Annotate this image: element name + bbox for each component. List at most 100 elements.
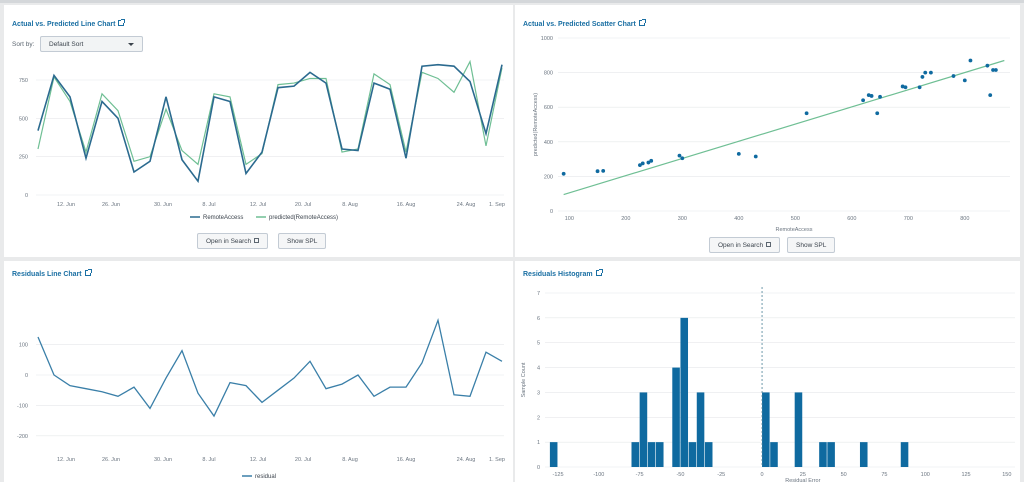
y-tick-label: 500 (19, 116, 28, 122)
sort-label: Sort by: (12, 41, 35, 48)
scatter-point (903, 85, 908, 90)
x-tick-label: -125 (553, 472, 564, 478)
external-link-icon[interactable] (638, 19, 646, 26)
x-tick-label: 800 (960, 216, 969, 222)
x-tick-label: 12. Jun (57, 457, 75, 463)
x-tick-label: 8. Jul (202, 457, 215, 463)
panel-actual-vs-predicted-scatter: Actual vs. Predicted Scatter Chart 0 200 4… (515, 5, 1020, 257)
scatter-point (677, 153, 682, 158)
y-tick-label: 400 (544, 140, 553, 146)
x-tick-label: 26. Jun (102, 202, 120, 208)
histogram-bar (647, 442, 656, 467)
x-tick-label: 8. Jul (202, 202, 215, 208)
x-tick-label: 300 (678, 216, 687, 222)
histogram-bar (819, 442, 827, 467)
histogram-bar (631, 442, 640, 467)
y-tick-label: 100 (19, 343, 28, 349)
scatter-point (861, 98, 865, 103)
x-tick-label: 8. Aug (342, 457, 358, 463)
scatter-point (869, 94, 874, 98)
external-link-icon[interactable] (84, 269, 92, 276)
histogram-bar (770, 442, 778, 467)
show-spl-button[interactable]: Show SPL (278, 233, 327, 249)
panel-title[interactable]: Actual vs. Predicted Line Chart (12, 19, 126, 28)
x-tick-label: 25 (800, 472, 806, 478)
x-tick-label: 1. Sep (489, 457, 505, 463)
histogram-bar (859, 442, 868, 467)
x-tick-label: 400 (734, 216, 743, 222)
panel-title[interactable]: Residuals Histogram (523, 269, 603, 278)
panel-title[interactable]: Actual vs. Predicted Scatter Chart (523, 19, 646, 28)
scatter-point (736, 152, 741, 156)
x-tick-label: 500 (791, 216, 800, 222)
scatter-point (993, 68, 998, 72)
histogram-bar (900, 442, 909, 467)
histogram-bar (672, 367, 680, 467)
y-tick-label: 2 (537, 415, 540, 421)
open-in-search-button[interactable]: Open in Search (709, 237, 781, 253)
scatter-point (595, 169, 600, 174)
y-tick-label: 200 (544, 174, 553, 180)
series-line-actual (37, 63, 503, 184)
histogram-bar (827, 442, 835, 467)
x-tick-label: -75 (636, 472, 644, 478)
scatter-point (923, 70, 928, 75)
scatter-point (680, 156, 685, 161)
x-tick-label: 8. Aug (342, 202, 358, 208)
scatter-point (917, 85, 922, 90)
external-link-icon[interactable] (118, 19, 126, 26)
external-link-icon[interactable] (595, 269, 603, 276)
series-line-predicted (37, 59, 503, 166)
chevron-down-icon (128, 43, 134, 46)
scatter-point (988, 93, 993, 97)
histogram-bar (655, 442, 664, 467)
line-chart: 0 250 500 750 12. Jun 26. Jun 30. Jun 8. Jul 12.… (19, 59, 505, 221)
y-tick-label: 0 (550, 209, 553, 215)
sort-dropdown[interactable]: Default Sort (40, 36, 143, 52)
y-axis-title: predicted(RemoteAccess) (533, 93, 539, 156)
x-tick-label: 75 (881, 472, 887, 478)
residual-line-chart: -200 -100 0 100 12. Jun 26. Jun 30. Jun 8. Jul 1… (17, 317, 505, 480)
y-tick-label: -100 (17, 403, 28, 409)
x-tick-label: 1. Sep (489, 202, 505, 208)
legend-label: RemoteAccess (203, 215, 243, 221)
x-tick-label: 100 (921, 472, 930, 478)
x-tick-label: 24. Aug (457, 457, 476, 463)
x-axis-title: RemoteAccess (776, 227, 813, 233)
y-tick-label: 800 (544, 71, 553, 77)
scatter-point (753, 154, 758, 159)
panel-residuals-line: Residuals Line Chart -200 -100 0 100 12. Jun… (4, 261, 513, 482)
y-tick-label: 600 (544, 105, 553, 111)
panel-title[interactable]: Residuals Line Chart (12, 269, 92, 278)
scatter-point (646, 160, 651, 165)
x-tick-label: 26. Jun (102, 457, 120, 463)
histogram-bar (696, 392, 705, 467)
histogram-bar (639, 392, 648, 467)
histogram-bar (680, 317, 689, 467)
top-divider (0, 0, 1024, 3)
fit-line (563, 59, 1005, 196)
scatter-point (561, 171, 566, 176)
x-tick-label: -25 (717, 472, 725, 478)
scatter-point (920, 75, 925, 79)
open-in-search-button[interactable]: Open in Search (197, 233, 269, 249)
x-tick-label: 30. Jun (154, 202, 172, 208)
y-tick-label: 4 (537, 366, 540, 372)
y-tick-label: 1 (537, 440, 540, 446)
scatter-point (951, 74, 956, 78)
x-tick-label: 200 (621, 216, 630, 222)
residual-histogram: 0 1 2 3 4 5 6 7 -125 -100 -75 -50 -25 0 25 50 75 100 125 15… (521, 287, 1015, 482)
panel-actual-vs-predicted-line: Actual vs. Predicted Line Chart Sort by:… (4, 5, 513, 257)
scatter-point (962, 78, 967, 83)
scatter-point (878, 94, 882, 99)
y-tick-label: 750 (19, 78, 28, 84)
x-tick-label: -100 (593, 472, 604, 478)
histogram-bar (549, 442, 558, 467)
x-tick-label: 600 (847, 216, 856, 222)
show-spl-button[interactable]: Show SPL (787, 237, 836, 253)
x-tick-label: 50 (841, 472, 847, 478)
histogram-bar (704, 442, 713, 467)
scatter-chart: 0 200 400 600 800 1000 100 200 300 400 500 600 700 80… (533, 36, 1010, 233)
legend-label: predicted(RemoteAccess) (269, 215, 338, 221)
y-tick-label: 0 (25, 193, 28, 199)
